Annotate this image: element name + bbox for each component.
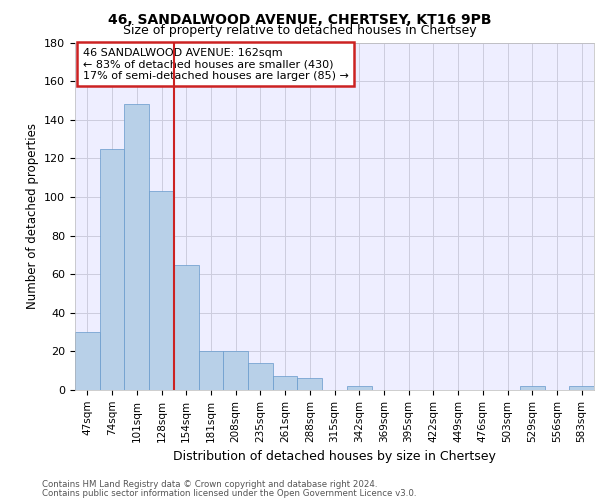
Bar bbox=[149, 191, 174, 390]
X-axis label: Distribution of detached houses by size in Chertsey: Distribution of detached houses by size … bbox=[173, 450, 496, 463]
Bar bbox=[199, 352, 223, 390]
Bar bbox=[520, 386, 545, 390]
Bar bbox=[124, 104, 149, 390]
Bar bbox=[174, 264, 199, 390]
Text: 46 SANDALWOOD AVENUE: 162sqm
← 83% of detached houses are smaller (430)
17% of s: 46 SANDALWOOD AVENUE: 162sqm ← 83% of de… bbox=[83, 48, 349, 81]
Bar bbox=[347, 386, 371, 390]
Bar bbox=[569, 386, 594, 390]
Bar bbox=[100, 148, 124, 390]
Bar bbox=[223, 352, 248, 390]
Text: Size of property relative to detached houses in Chertsey: Size of property relative to detached ho… bbox=[123, 24, 477, 37]
Text: Contains HM Land Registry data © Crown copyright and database right 2024.: Contains HM Land Registry data © Crown c… bbox=[42, 480, 377, 489]
Text: 46, SANDALWOOD AVENUE, CHERTSEY, KT16 9PB: 46, SANDALWOOD AVENUE, CHERTSEY, KT16 9P… bbox=[108, 12, 492, 26]
Y-axis label: Number of detached properties: Number of detached properties bbox=[26, 123, 38, 309]
Bar bbox=[75, 332, 100, 390]
Bar bbox=[273, 376, 298, 390]
Bar bbox=[298, 378, 322, 390]
Bar bbox=[248, 363, 273, 390]
Text: Contains public sector information licensed under the Open Government Licence v3: Contains public sector information licen… bbox=[42, 488, 416, 498]
